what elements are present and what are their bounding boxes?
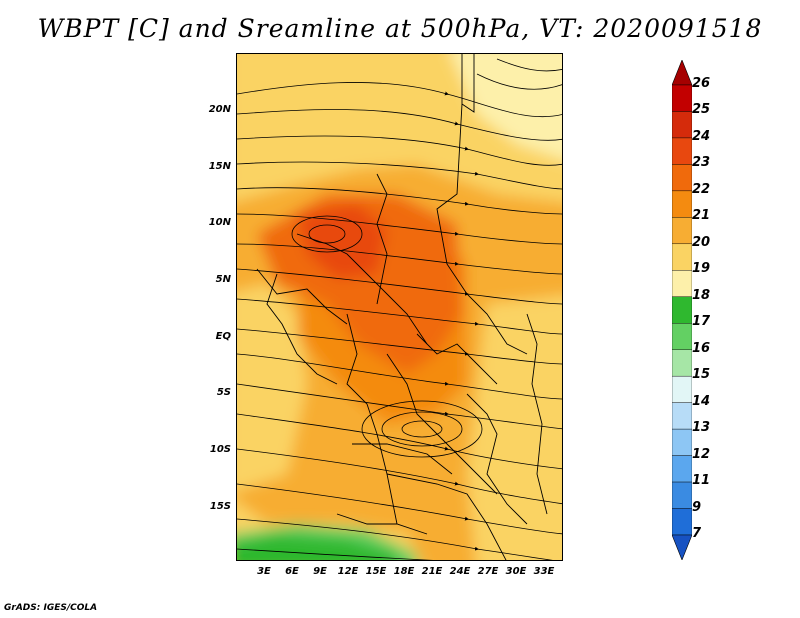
colorbar-level-label: 7 [692,526,702,541]
field-19-20-east [467,295,562,560]
lon-label-12e: 12E [337,566,359,577]
lat-label-10n: 10N [208,217,231,228]
colorbar-segment [672,455,692,483]
colorbar-segment [672,243,692,271]
colorbar-level-label: 12 [692,446,711,462]
lon-label-24e: 24E [449,566,471,577]
colorbar-segment [672,402,692,430]
colorbar [672,60,692,560]
colorbar-level-label: 17 [692,314,711,330]
colorbar-segment [672,508,692,536]
colorbar-level-label: 26 [692,76,711,91]
lon-label-27e: 27E [477,566,499,577]
lon-label-30e: 30E [505,566,527,577]
colorbar-level-label: 25 [692,102,711,118]
lon-label-9e: 9E [313,566,327,577]
country-borders [256,54,548,560]
lat-label-5n: 5N [215,274,231,285]
colorbar-segment [672,111,692,139]
colorbar-level-label: 9 [692,499,702,515]
lat-label-15s: 15S [209,501,231,512]
lon-label-15e: 15E [365,566,387,577]
lat-label-10s: 10S [209,444,231,455]
colorbar-level-label: 16 [692,340,711,356]
colorbar-segment [672,164,692,192]
field-18-19-northeast [451,54,562,159]
streamlines [237,58,562,560]
colorbar-level-label: 24 [692,128,711,144]
colorbar-segment [672,137,692,165]
lon-label-6e: 6E [285,566,299,577]
colorbar-level-label: 23 [692,155,711,171]
colorbar-level-label: 14 [692,393,711,409]
colorbar-segment [672,481,692,509]
lat-label-15n: 15N [208,161,231,172]
colorbar-segment [672,375,692,403]
colorbar-level-label: 20 [692,234,711,250]
colorbar-segment [672,323,692,350]
colorbar-segment [672,84,692,112]
lon-label-21e: 21E [421,566,443,577]
colorbar-segment [672,270,692,297]
colorbar-segment [672,190,692,218]
footer-credit: GrADS: IGES/COLA [4,603,98,613]
colorbar-level-label: 22 [692,181,711,197]
lat-label-20n: 20N [208,104,231,115]
colorbar-segment [672,428,692,456]
colorbar-segment [672,296,692,324]
lat-label-eq: EQ [215,331,231,342]
colorbar-level-label: 21 [692,208,711,224]
field-19-20-west [237,284,307,491]
colorbar-top-arrow [672,60,692,86]
colorbar-level-label: 18 [692,287,711,303]
lon-label-18e: 18E [393,566,415,577]
colorbar-level-label: 19 [692,261,711,277]
lon-label-3e: 3E [257,566,271,577]
map-panel [236,53,563,561]
field-17-18 [237,534,397,560]
colorbar-level-label: 15 [692,367,711,383]
chart-title: WBPT [C] and Sreamline at 500hPa, VT: 20… [37,14,763,43]
colorbar-segment [672,349,692,377]
colorbar-bottom-arrow [672,534,692,560]
colorbar-segment [672,217,692,245]
colorbar-level-label: 13 [692,420,711,436]
lon-label-33e: 33E [533,566,555,577]
lat-label-5s: 5S [216,387,231,398]
colorbar-level-label: 11 [692,473,711,489]
